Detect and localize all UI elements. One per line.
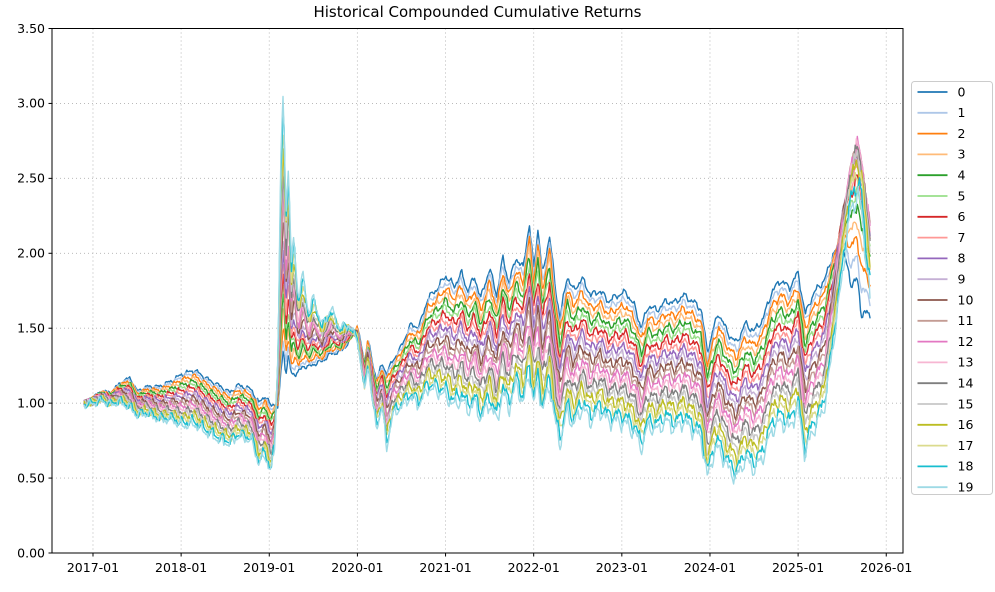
legend-item: 1	[917, 105, 966, 120]
series-line-3	[83, 221, 871, 420]
legend-label: 0	[958, 84, 966, 99]
y-tick-label: 1.00	[17, 395, 45, 410]
series-line-1	[83, 232, 871, 411]
series-line-2	[83, 231, 871, 415]
x-tick-label: 2024-01	[684, 560, 736, 575]
legend-item: 13	[917, 355, 974, 370]
legend-item: 15	[917, 396, 974, 411]
legend-item: 5	[917, 188, 966, 203]
series-line-11	[83, 143, 871, 446]
legend-item: 12	[917, 334, 974, 349]
legend-label: 15	[958, 396, 974, 411]
series-line-17	[83, 134, 871, 474]
legend-item: 8	[917, 251, 966, 266]
legend-label: 10	[958, 292, 974, 307]
legend-label: 17	[958, 438, 974, 453]
x-tick-label: 2019-01	[243, 560, 295, 575]
x-tick-label: 2023-01	[596, 560, 648, 575]
y-tick-label: 2.50	[17, 171, 45, 186]
legend-label: 9	[958, 272, 966, 287]
y-tick-label: 0.00	[17, 545, 45, 560]
series-lines	[83, 95, 871, 485]
x-tick-label: 2025-01	[772, 560, 824, 575]
series-line-5	[83, 185, 871, 423]
series-line-10	[83, 151, 871, 443]
x-tick-label: 2020-01	[331, 560, 383, 575]
y-tick-label: 2.00	[17, 246, 45, 261]
legend-label: 19	[958, 480, 974, 495]
legend-item: 14	[917, 376, 974, 391]
series-line-19	[83, 95, 871, 485]
x-tick-label: 2021-01	[419, 560, 471, 575]
legend-label: 2	[958, 126, 966, 141]
axis-ticks: 2017-01 2018-01 2019-01 2020-01 2021-01 2022-…	[17, 21, 912, 575]
legend-label: 4	[958, 168, 966, 183]
legend-item: 9	[917, 272, 966, 287]
legend-item: 11	[917, 313, 974, 328]
series-line-4	[83, 203, 871, 423]
legend-item: 0	[917, 84, 966, 99]
legend-item: 4	[917, 168, 966, 183]
legend-item: 6	[917, 209, 966, 224]
x-tick-label: 2022-01	[508, 560, 560, 575]
legend-item: 18	[917, 459, 974, 474]
x-tick-label: 2018-01	[155, 560, 207, 575]
plot-border	[51, 28, 904, 554]
legend-item: 7	[917, 230, 966, 245]
legend-item: 19	[917, 480, 974, 495]
legend-label: 11	[958, 313, 974, 328]
legend-label: 13	[958, 355, 974, 370]
legend-item: 17	[917, 438, 974, 453]
y-tick-label: 3.50	[17, 21, 45, 36]
legend-label: 16	[958, 417, 974, 432]
legend-label: 1	[958, 105, 966, 120]
legend-box	[911, 81, 993, 495]
legend-label: 12	[958, 334, 974, 349]
y-tick-label: 3.00	[17, 96, 45, 111]
x-tick-label: 2017-01	[67, 560, 119, 575]
legend-item: 2	[917, 126, 966, 141]
chart-title: Historical Compounded Cumulative Returns	[313, 3, 641, 21]
legend-item: 10	[917, 292, 974, 307]
legend-label: 14	[958, 376, 974, 391]
x-tick-label: 2026-01	[860, 560, 912, 575]
series-line-12	[83, 135, 871, 447]
y-tick-label: 0.50	[17, 470, 45, 485]
legend-label: 6	[958, 209, 966, 224]
legend-label: 18	[958, 459, 974, 474]
series-line-18	[83, 109, 871, 480]
legend-label: 8	[958, 251, 966, 266]
legend-item: 16	[917, 417, 974, 432]
legend-label: 5	[958, 188, 966, 203]
legend-item: 3	[917, 147, 966, 162]
y-tick-label: 1.50	[17, 321, 45, 336]
legend-label: 7	[958, 230, 966, 245]
legend-label: 3	[958, 147, 966, 162]
